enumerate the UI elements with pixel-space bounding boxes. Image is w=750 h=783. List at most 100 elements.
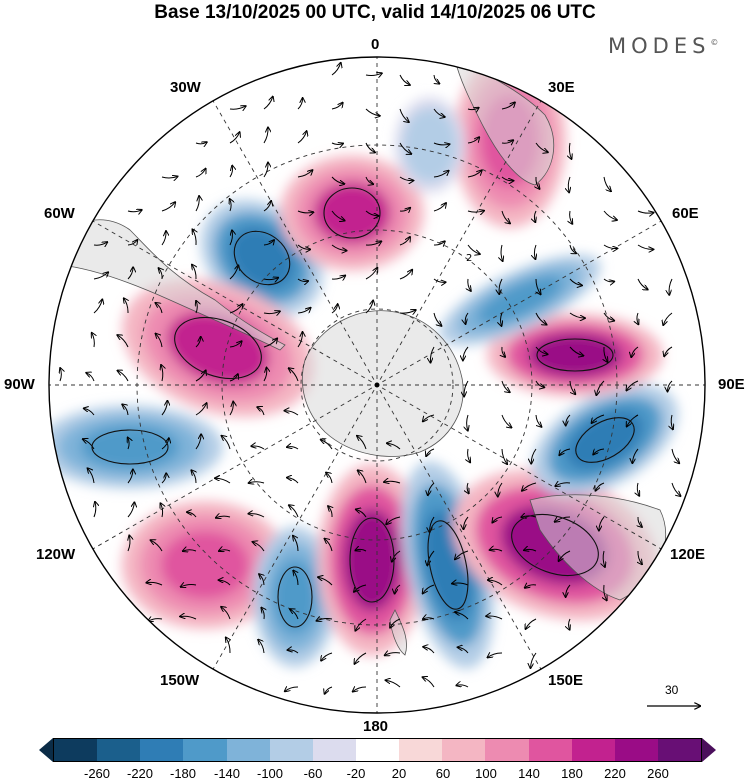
wind-arrow	[535, 142, 548, 152]
wind-arrow	[569, 244, 576, 253]
wind-arrow	[293, 571, 298, 586]
wind-arrow	[501, 244, 503, 261]
wind-arrow	[423, 584, 435, 593]
wind-arrow	[390, 618, 401, 628]
wind-arrow	[229, 132, 240, 144]
wind-arrow	[399, 237, 410, 246]
wind-arrow	[356, 509, 367, 518]
wind-arrow	[331, 63, 341, 76]
wind-arrow	[455, 612, 469, 620]
anomaly-core	[528, 332, 622, 378]
wind-arrow	[433, 312, 441, 326]
wind-arrow	[331, 210, 345, 221]
wind-arrow	[259, 574, 264, 586]
colorbar-tick: -180	[169, 766, 197, 781]
contour-ring	[174, 316, 262, 380]
wind-arrow	[288, 650, 299, 654]
colorbar-tick: -140	[213, 766, 241, 781]
wind-arrow	[468, 278, 471, 291]
contour-ring	[536, 338, 614, 372]
wind-arrow	[297, 308, 311, 314]
anomaly-core	[313, 182, 391, 244]
lon-label-180: 180	[363, 718, 389, 735]
wind-arrow	[261, 608, 264, 620]
wind-arrow	[423, 414, 435, 421]
wind-arrow	[399, 108, 409, 122]
wind-arrow	[637, 211, 654, 213]
wind-arrow	[92, 333, 95, 348]
wind-arrow	[455, 550, 469, 559]
wind-arrow	[603, 550, 605, 567]
wind-arrow	[433, 278, 446, 282]
wind-arrow	[358, 470, 367, 484]
wind-arrow	[331, 276, 345, 280]
wind-arrow	[229, 166, 233, 178]
wind-arrow	[423, 677, 435, 688]
wind-arrow	[161, 365, 163, 382]
contour-ring	[277, 566, 313, 628]
lon-label-120w: 120W	[36, 546, 76, 563]
colorbar-tick: -60	[303, 766, 323, 781]
wind-arrow	[603, 210, 617, 220]
wind-arrow	[486, 616, 503, 620]
wind-arrow	[215, 478, 231, 484]
colorbar-cell	[140, 739, 184, 761]
wind-arrow	[569, 346, 583, 356]
wind-arrow	[93, 272, 108, 280]
wind-arrow	[331, 176, 344, 184]
wind-arrow	[263, 311, 280, 313]
wind-arrow	[285, 687, 299, 691]
wind-arrow	[297, 211, 313, 213]
colorbar-cell	[614, 739, 658, 761]
wind-arrow	[331, 244, 347, 251]
wind-arrow	[492, 516, 503, 523]
lon-label-60w: 60W	[44, 205, 75, 222]
lon-label-60e: 60E	[672, 205, 699, 222]
wind-arrow	[671, 482, 681, 496]
map-boundary	[48, 56, 706, 714]
wind-arrow	[195, 196, 199, 212]
colorbar-tick: 180	[561, 766, 583, 781]
colorbar-cell	[97, 739, 141, 761]
wind-arrow	[501, 102, 515, 110]
colorbar-cell	[657, 739, 702, 761]
colorbar-tick: 140	[518, 766, 540, 781]
wind-arrow	[428, 482, 435, 495]
wind-arrow	[569, 380, 575, 394]
wind-arrow	[118, 371, 129, 382]
wind-arrow	[290, 609, 299, 620]
wind-arrow	[399, 270, 412, 280]
wind-arrow	[161, 177, 178, 178]
wind-arrow	[501, 312, 502, 326]
colorbar	[53, 738, 702, 762]
contour-ring	[427, 520, 469, 610]
wind-arrow	[156, 303, 163, 314]
south-america	[59, 219, 286, 351]
lon-label-30e: 30E	[548, 79, 575, 96]
colorbar-cell	[269, 739, 313, 761]
anomaly-core	[80, 424, 180, 470]
wind-arrow	[569, 142, 571, 159]
wind-arrow	[632, 448, 639, 463]
wind-arrow	[318, 577, 333, 586]
wind-arrow	[180, 616, 197, 620]
wind-arrow	[433, 143, 450, 145]
wind-arrow	[263, 368, 267, 382]
wind-arrow	[456, 685, 469, 687]
wind-arrow	[229, 304, 243, 314]
wind-arrow	[297, 244, 310, 249]
wind-arrow	[638, 550, 642, 564]
wind-arrow	[293, 536, 299, 552]
wind-arrow	[297, 278, 308, 281]
contour-ring	[233, 230, 291, 286]
wind-arrow	[193, 229, 197, 246]
wind-arrow	[502, 346, 505, 357]
wind-arrow	[501, 140, 513, 143]
wind-arrow	[187, 512, 197, 518]
wind-arrow	[467, 170, 482, 178]
wind-arrow	[490, 549, 503, 551]
wind-arrow	[603, 312, 614, 321]
wind-arrow	[568, 176, 570, 192]
wind-arrow	[464, 380, 469, 396]
wind-arrow	[196, 301, 197, 314]
